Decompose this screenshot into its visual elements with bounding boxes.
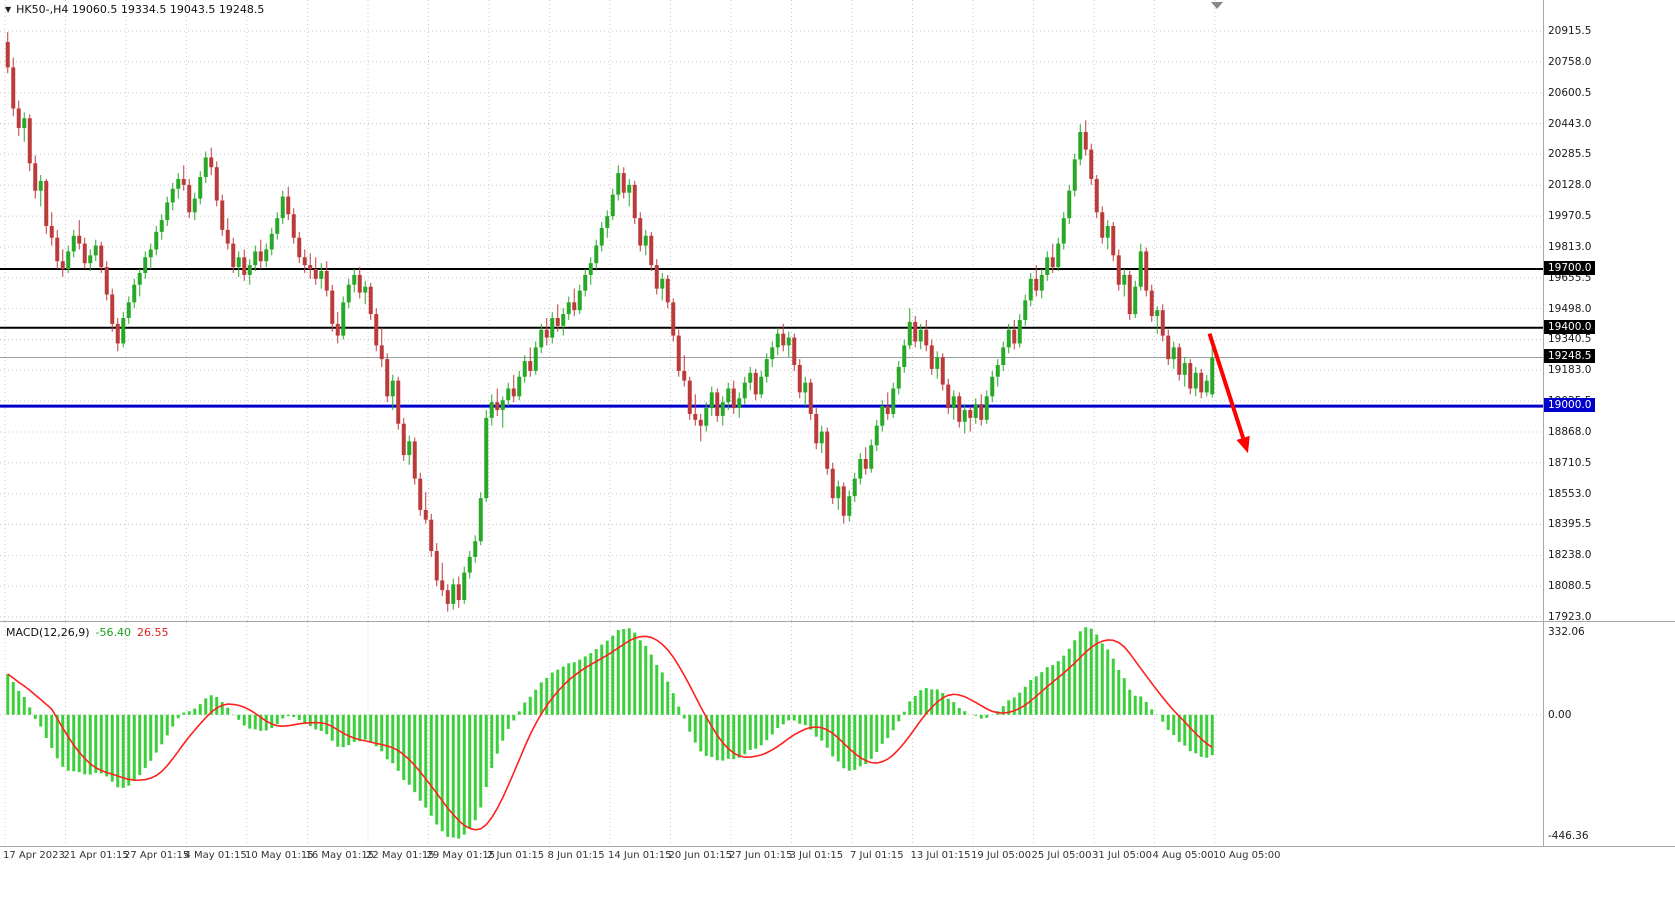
price-tick-label: 20915.5 [1548,25,1592,38]
current-price-tag: 19248.5 [1544,349,1596,364]
axis-divider [1543,0,1544,846]
date-tick-label: 10 Aug 05:00 [1213,850,1281,861]
time-axis[interactable]: 17 Apr 2023 21 Apr 01:15 27 Apr 01:15 4 May… [0,846,1675,872]
price-tick-label: 20285.5 [1548,148,1592,161]
price-tick-label: 19498.0 [1548,302,1592,315]
macd-name: MACD(12,26,9) [6,626,90,639]
date-tick-label: 27 Jun 01:15 [729,850,793,861]
one-click-trading-toggle-icon[interactable]: ▼ [5,4,12,14]
price-tick-label: 18395.5 [1548,518,1592,531]
macd-main-value: -56.40 [95,626,132,639]
macd-tick-label: -446.36 [1548,830,1589,842]
date-tick-label: 29 May 01:15 [426,850,496,861]
macd-indicator-label: MACD(12,26,9) -56.40 26.55 [6,626,169,639]
panel-divider [0,621,1675,622]
symbol-ohlc-readout: HK50-,H4 19060.5 19334.5 19043.5 19248.5 [16,3,265,16]
macd-chart-canvas[interactable] [0,622,1543,846]
macd-signal-value: 26.55 [137,626,169,639]
price-tick-label: 19183.0 [1548,364,1592,377]
macd-tick-label: 0.00 [1548,708,1572,721]
price-tick-label: 20128.0 [1548,179,1592,192]
trend-arrow-head[interactable] [1236,435,1250,454]
date-tick-label: 4 May 01:15 [184,850,247,861]
level-price-tag: 19000.0 [1544,398,1596,413]
price-tick-label: 20758.0 [1548,55,1592,68]
price-tick-label: 20600.5 [1548,86,1592,99]
macd-axis[interactable]: 332.06 0.00 -446.36 [1543,622,1675,846]
price-tick-label: 18553.0 [1548,487,1592,500]
price-chart-canvas[interactable] [0,0,1543,622]
date-tick-label: 8 Jun 01:15 [547,850,605,861]
date-tick-label: 3 Jul 01:15 [789,850,844,861]
date-tick-label: 19 Jul 05:00 [971,850,1031,861]
date-tick-label: 21 Apr 01:15 [63,850,129,861]
date-tick-label: 2 Jun 01:15 [487,850,545,861]
price-tick-label: 17923.0 [1548,611,1592,623]
date-tick-label: 7 Jul 01:15 [850,850,904,861]
price-tick-label: 18710.5 [1548,456,1592,469]
date-tick-label: 17 Apr 2023 [3,850,65,861]
panel-divider [0,846,1675,847]
date-tick-label: 13 Jul 01:15 [910,850,971,861]
date-tick-label: 14 Jun 01:15 [608,850,672,861]
macd-histogram-layer [6,627,1214,839]
date-tick-label: 20 Jun 01:15 [668,850,733,861]
date-tick-label: 16 May 01:15 [305,850,375,861]
macd-tick-label: 332.06 [1548,626,1585,638]
price-tick-label: 18080.5 [1548,580,1592,593]
symbol-info: ▼ HK50-,H4 19060.5 19334.5 19043.5 19248… [5,3,264,16]
level-price-tag: 19700.0 [1544,261,1596,276]
level-price-tag: 19400.0 [1544,319,1596,334]
price-tick-label: 19970.5 [1548,210,1592,223]
price-gridlines [0,0,1543,622]
macd-signal-line [7,635,1213,831]
date-tick-label: 25 Jul 05:00 [1031,850,1092,861]
date-tick-label: 27 Apr 01:15 [124,850,190,861]
chart-shift-marker-icon[interactable] [1211,2,1223,9]
macd-gridlines [0,622,1543,846]
price-tick-label: 20443.0 [1548,117,1592,130]
date-tick-label: 31 Jul 05:00 [1092,850,1152,861]
candles-layer [5,32,1215,612]
price-tick-label: 19340.5 [1548,333,1592,346]
trend-arrow-line[interactable] [1207,333,1245,439]
price-tick-label: 18238.0 [1548,549,1592,562]
date-tick-label: 22 May 01:15 [366,850,435,861]
price-axis[interactable]: 20915.5 20758.0 20600.5 20443.0 20285.5 20128… [1543,0,1675,623]
date-tick-label: 10 May 01:15 [245,850,314,861]
date-tick-label: 4 Aug 05:00 [1152,850,1214,861]
price-tick-label: 19813.0 [1548,240,1592,253]
price-tick-label: 18868.0 [1548,425,1592,438]
